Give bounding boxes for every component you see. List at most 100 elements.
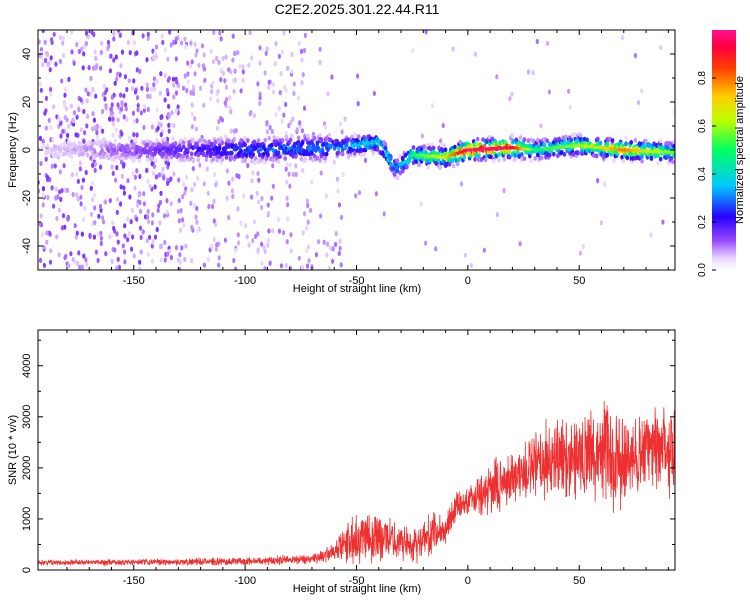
spectrogram-cell (447, 161, 452, 167)
y-tick-label: 0 (21, 567, 33, 573)
spectrogram-cell (89, 75, 93, 81)
spectrogram-cell (195, 219, 199, 225)
spectrogram-cell (136, 103, 140, 109)
spectrogram-cell (245, 234, 249, 240)
spectrogram-cell (44, 156, 48, 162)
spectrogram-cell (38, 81, 42, 87)
spectrogram-cell (414, 159, 419, 165)
spectrogram-cell (83, 205, 87, 211)
spectrogram-cell (195, 205, 199, 212)
spectrogram-cell (99, 65, 103, 71)
spectrogram-cell (49, 86, 53, 93)
spectrogram-cell (548, 152, 552, 158)
spectrogram-cell (522, 156, 527, 162)
spectrogram-cell (451, 163, 456, 169)
spectrogram-cell (640, 154, 644, 160)
spectrogram-cell (244, 223, 248, 229)
spectrogram-cell (155, 226, 159, 233)
spectrogram-cell (120, 143, 124, 149)
spectrogram-cell (146, 93, 150, 99)
spectrogram-cell (142, 201, 146, 207)
spectrogram-cell (70, 49, 74, 55)
spectrogram-cell (123, 233, 127, 239)
spectrogram-cell (363, 157, 368, 163)
spectrogram-cell (209, 48, 213, 55)
spectrogram-cell (431, 145, 436, 151)
spectrogram-cell (241, 64, 245, 70)
spectrogram-cell (332, 159, 336, 165)
spectrogram-cell (93, 161, 98, 167)
spectrogram-cell (341, 172, 345, 178)
spectrogram-cell (152, 163, 156, 170)
spectrogram-cell (328, 144, 333, 150)
spectrogram-cell (362, 151, 366, 157)
x-tick-label: 0 (465, 275, 471, 287)
spectrogram-cell (154, 174, 158, 180)
spectrogram-cell (95, 152, 99, 157)
spectrogram-cell (84, 169, 88, 176)
spectrogram-cell (251, 152, 255, 158)
spectrogram-cell (117, 155, 122, 161)
spectrogram-cell (220, 157, 225, 162)
spectrogram-cell (667, 154, 671, 160)
spectrogram-cell (202, 66, 206, 72)
spectrogram-cell (85, 261, 89, 268)
spectrogram-cell (231, 176, 235, 182)
spectrogram-cell (197, 62, 201, 68)
spectrogram-cell (99, 230, 103, 236)
spectrogram-cell (50, 185, 54, 191)
spectrogram-cell (250, 158, 254, 164)
spectrogram-cell (338, 245, 342, 251)
spectrogram-cell (194, 214, 198, 220)
spectrogram-cell (124, 102, 128, 108)
spectrogram-cell (395, 175, 400, 181)
spectrogram-cell (89, 211, 93, 217)
spectrogram-cell (107, 155, 111, 161)
spectrogram-cell (291, 171, 295, 177)
spectrogram-cell (142, 191, 146, 197)
spectrogram-cell (145, 167, 149, 174)
spectrogram-cell (371, 150, 376, 156)
spectrogram-cell (502, 188, 506, 194)
spectrogram-cell (227, 138, 231, 144)
spectrogram-cell (197, 138, 202, 144)
spectrogram-cell (311, 157, 316, 163)
spectrogram-cell (132, 132, 136, 138)
spectrogram-cell (145, 57, 149, 63)
spectrogram-cell (141, 33, 145, 39)
spectrogram-cell (177, 177, 181, 183)
figure-title: C2E2.2025.301.22.44.R11 (275, 1, 440, 17)
spectrogram-cell (218, 30, 222, 36)
spectrogram-cell (163, 239, 167, 246)
spectrogram-cell (556, 153, 560, 159)
spectrogram-cell (267, 228, 271, 234)
spectrogram-cell (533, 156, 537, 161)
spectrogram-cell (419, 201, 423, 207)
spectrogram-cell (231, 57, 235, 63)
spectrogram-cell (305, 263, 310, 269)
spectrogram-cell (77, 107, 81, 113)
spectrogram-cell (290, 51, 294, 58)
spectrogram-cell (59, 121, 63, 127)
spectrogram-cell (517, 154, 521, 159)
spectrogram-cell (158, 243, 162, 249)
spectrogram-cell (315, 155, 320, 161)
spectrogram-cell (57, 152, 62, 158)
spectrogram-cell (92, 192, 97, 198)
spectrogram-cell (197, 146, 202, 152)
colorbar-gradient (712, 30, 736, 270)
spectrogram-cell (145, 138, 150, 144)
spectrogram-cell (411, 145, 416, 151)
spectrogram-cell (318, 133, 322, 139)
spectrogram-cell (280, 118, 284, 124)
spectrogram-cell (262, 245, 266, 251)
spectrogram-cell (340, 129, 344, 135)
spectrogram-cell (212, 198, 216, 204)
spectrogram-cell (545, 40, 550, 47)
spectrogram-y-label: Frequency (Hz) (7, 112, 19, 188)
spectrogram-cell (139, 110, 143, 116)
spectrogram-cell (54, 186, 58, 192)
spectrogram-cell (41, 138, 45, 144)
spectrogram-cell (301, 72, 305, 78)
spectrogram-cell (621, 158, 626, 164)
